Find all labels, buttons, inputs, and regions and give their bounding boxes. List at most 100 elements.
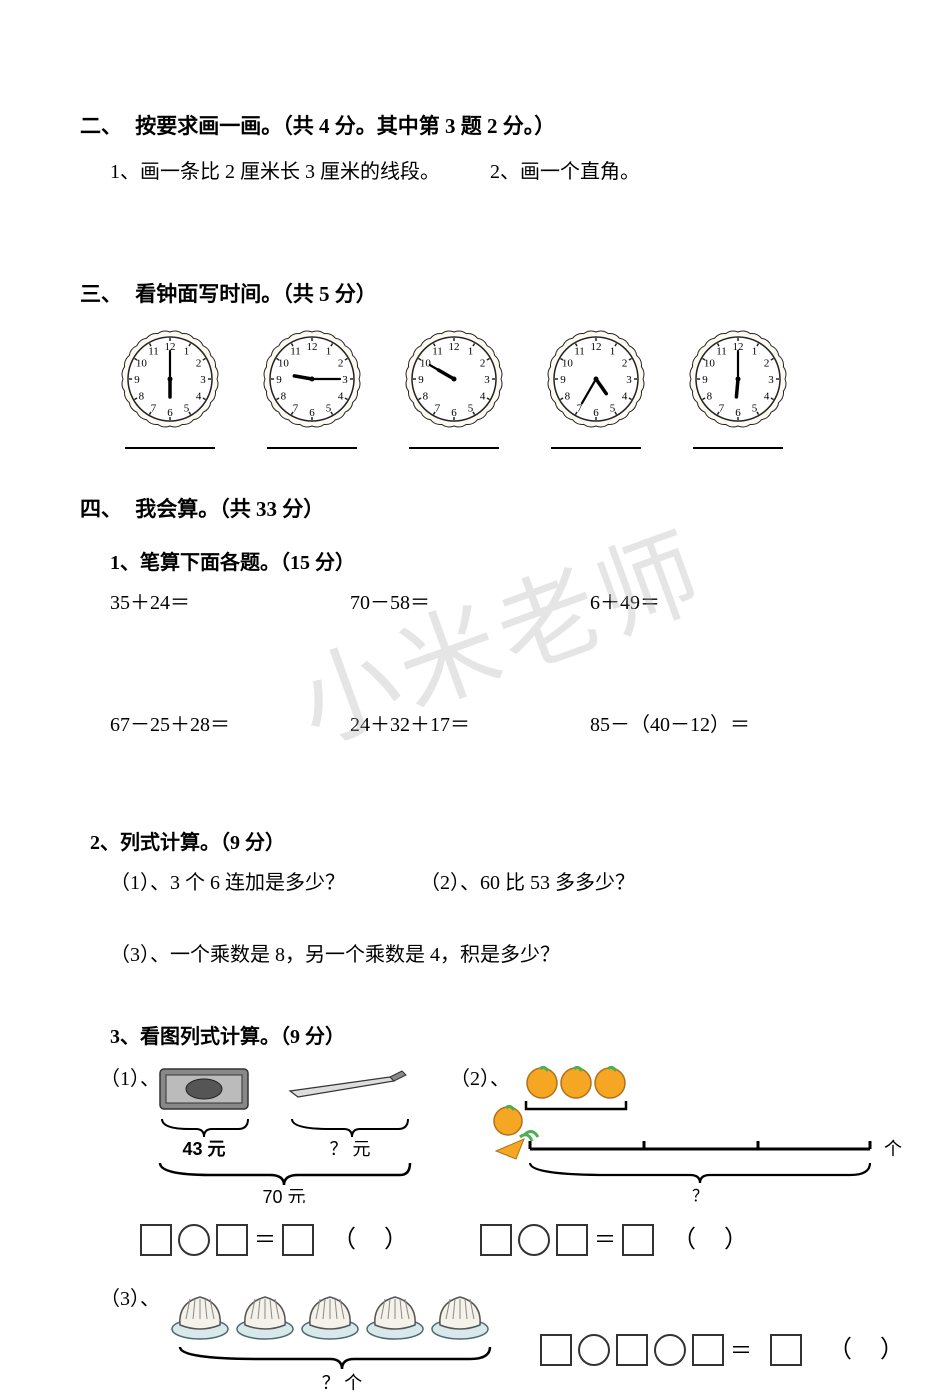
box-icon bbox=[216, 1224, 248, 1256]
svg-text:10: 10 bbox=[278, 358, 290, 370]
p2-label: （2）、 bbox=[450, 1063, 510, 1095]
box-icon bbox=[480, 1224, 512, 1256]
p1-diagram: 43 元 ？ 元 70 元 bbox=[150, 1063, 450, 1203]
svg-text:8: 8 bbox=[565, 391, 571, 403]
svg-text:2: 2 bbox=[622, 358, 628, 370]
svg-text:11: 11 bbox=[432, 346, 443, 358]
section-2-heading: 二、 按要求画一画。（共 4 分。其中第 3 题 2 分。） bbox=[80, 110, 870, 144]
p3-equation: ＝ （） bbox=[540, 1331, 932, 1369]
sec4-sub1-title: 1、笔算下面各题。（15 分） bbox=[110, 547, 870, 579]
circle-icon bbox=[178, 1224, 210, 1256]
svg-text:7: 7 bbox=[577, 403, 583, 415]
clock-blank bbox=[693, 447, 783, 449]
expr-r1c1: 35＋24＝ bbox=[110, 587, 350, 619]
svg-text:9: 9 bbox=[702, 374, 708, 386]
clock-blank bbox=[267, 447, 357, 449]
svg-text:7: 7 bbox=[435, 403, 441, 415]
svg-text:3: 3 bbox=[484, 374, 490, 386]
clock-5: 123456789101112 bbox=[688, 329, 788, 449]
svg-text:43 元: 43 元 bbox=[182, 1139, 225, 1159]
sec2-q2: 2、画一个直角。 bbox=[490, 156, 640, 188]
svg-text:2: 2 bbox=[338, 358, 344, 370]
svg-text:8: 8 bbox=[707, 391, 713, 403]
clock-3: 123456789101112 bbox=[404, 329, 504, 449]
svg-text:4: 4 bbox=[338, 391, 344, 403]
p3-diagram: ？ 个 bbox=[160, 1283, 540, 1393]
svg-text:2: 2 bbox=[480, 358, 486, 370]
svg-text:4: 4 bbox=[622, 391, 628, 403]
svg-text:2: 2 bbox=[764, 358, 770, 370]
svg-text:？ 元: ？ 元 bbox=[329, 1139, 370, 1159]
clock-4: 123456789101112 bbox=[546, 329, 646, 449]
section-3-num: 三、 bbox=[80, 278, 130, 312]
svg-text:？ 个: ？ 个 bbox=[322, 1373, 363, 1393]
svg-text:9: 9 bbox=[134, 374, 140, 386]
sec2-q1: 1、画一条比 2 厘米长 3 厘米的线段。 bbox=[110, 156, 490, 188]
svg-text:2: 2 bbox=[196, 358, 202, 370]
p1-label: （1）、 bbox=[100, 1063, 160, 1095]
svg-text:4: 4 bbox=[764, 391, 770, 403]
svg-text:10: 10 bbox=[704, 358, 716, 370]
svg-text:3: 3 bbox=[200, 374, 206, 386]
svg-text:7: 7 bbox=[293, 403, 299, 415]
svg-text:8: 8 bbox=[281, 391, 287, 403]
clock-blank bbox=[125, 447, 215, 449]
expr-r2c3: 85－（40－12）＝ bbox=[590, 709, 830, 741]
svg-text:12: 12 bbox=[307, 341, 318, 353]
section-3-title: 看钟面写时间。（共 5 分） bbox=[135, 282, 377, 306]
expr-r1c2: 70－58＝ bbox=[350, 587, 590, 619]
svg-text:10: 10 bbox=[136, 358, 148, 370]
section-4-heading: 四、 我会算。（共 33 分） bbox=[80, 493, 870, 527]
expr-r2c1: 67－25＋28＝ bbox=[110, 709, 350, 741]
section-2-title: 按要求画一画。（共 4 分。其中第 3 题 2 分。） bbox=[135, 114, 555, 138]
svg-text:10: 10 bbox=[562, 358, 574, 370]
clock-blank bbox=[409, 447, 499, 449]
svg-text:11: 11 bbox=[574, 346, 585, 358]
box-icon bbox=[140, 1224, 172, 1256]
circle-icon bbox=[518, 1224, 550, 1256]
svg-text:9: 9 bbox=[560, 374, 566, 386]
box-icon bbox=[540, 1334, 572, 1366]
svg-text:10: 10 bbox=[420, 358, 432, 370]
svg-text:8: 8 bbox=[139, 391, 145, 403]
box-icon bbox=[692, 1334, 724, 1366]
svg-text:7: 7 bbox=[719, 403, 725, 415]
box-icon bbox=[770, 1334, 802, 1366]
sec4-sub2-q1: （1）、3 个 6 连加是多少？ bbox=[110, 867, 420, 899]
p1-equation: ＝ （） bbox=[140, 1221, 450, 1259]
p2-equation: ＝ （） bbox=[480, 1221, 870, 1259]
sec4-sub2-title: 2、列式计算。（9 分） bbox=[90, 827, 870, 859]
svg-text:1: 1 bbox=[468, 346, 474, 358]
svg-text:3: 3 bbox=[342, 374, 348, 386]
p3-label: （3）、 bbox=[100, 1283, 160, 1315]
svg-text:个: 个 bbox=[884, 1139, 902, 1159]
svg-text:1: 1 bbox=[752, 346, 758, 358]
svg-text:9: 9 bbox=[276, 374, 282, 386]
sec4-sub2-q3: （3）、一个乘数是 8，另一个乘数是 4，积是多少？ bbox=[110, 939, 870, 971]
svg-text:70 元: 70 元 bbox=[262, 1187, 305, 1203]
svg-text:？: ？ bbox=[692, 1188, 708, 1203]
section-4-num: 四、 bbox=[80, 493, 130, 527]
svg-text:8: 8 bbox=[423, 391, 429, 403]
box-icon bbox=[556, 1224, 588, 1256]
svg-text:3: 3 bbox=[626, 374, 632, 386]
svg-text:11: 11 bbox=[148, 346, 159, 358]
section-4-title: 我会算。（共 33 分） bbox=[135, 497, 324, 521]
svg-text:1: 1 bbox=[610, 346, 616, 358]
svg-text:7: 7 bbox=[151, 403, 157, 415]
svg-text:9: 9 bbox=[418, 374, 424, 386]
circle-icon bbox=[654, 1334, 686, 1366]
svg-text:12: 12 bbox=[591, 341, 602, 353]
section-2-num: 二、 bbox=[80, 110, 130, 144]
circle-icon bbox=[578, 1334, 610, 1366]
clocks-row: 1234567891011121234567891011121234567891… bbox=[120, 329, 870, 449]
svg-text:3: 3 bbox=[768, 374, 774, 386]
svg-text:11: 11 bbox=[290, 346, 301, 358]
svg-text:4: 4 bbox=[196, 391, 202, 403]
svg-text:4: 4 bbox=[480, 391, 486, 403]
box-icon bbox=[622, 1224, 654, 1256]
svg-text:1: 1 bbox=[326, 346, 332, 358]
clock-1: 123456789101112 bbox=[120, 329, 220, 449]
svg-text:11: 11 bbox=[716, 346, 727, 358]
sec4-sub2-q2: （2）、60 比 53 多多少？ bbox=[420, 867, 635, 899]
